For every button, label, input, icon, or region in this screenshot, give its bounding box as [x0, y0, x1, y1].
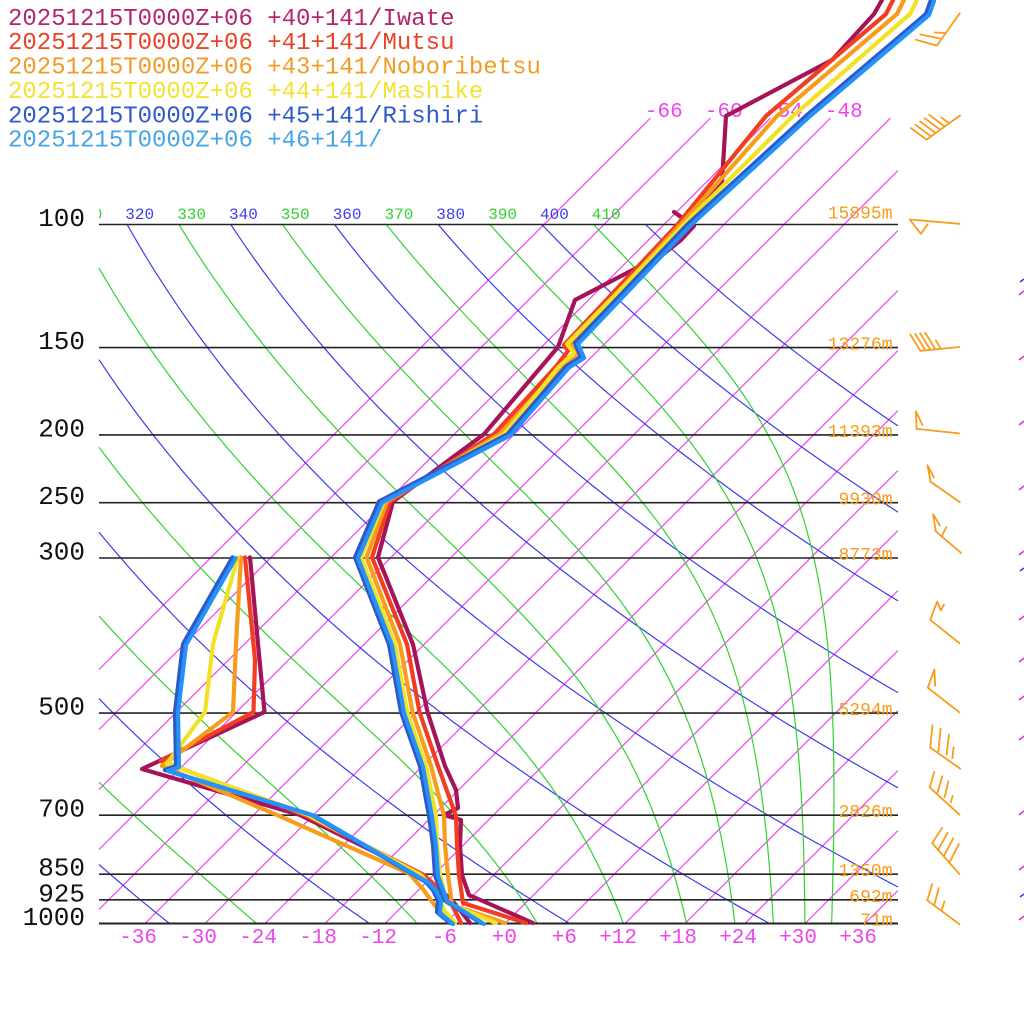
svg-text:700: 700 — [38, 795, 85, 825]
svg-text:+6: +6 — [552, 927, 577, 950]
svg-text:+30: +30 — [779, 927, 817, 950]
svg-text:1000: 1000 — [23, 903, 85, 933]
svg-text:400: 400 — [540, 206, 569, 224]
svg-text:340: 340 — [229, 206, 258, 224]
svg-text:2826m: 2826m — [838, 803, 892, 823]
svg-text:+18: +18 — [659, 927, 697, 950]
svg-text:20251215T0000Z+06 +43+141/Nobo: 20251215T0000Z+06 +43+141/Noboribetsu — [8, 55, 541, 82]
svg-text:150: 150 — [38, 327, 85, 357]
svg-text:-18: -18 — [299, 927, 337, 950]
svg-text:-36: -36 — [119, 927, 157, 950]
svg-text:-12: -12 — [359, 927, 397, 950]
svg-text:8773m: 8773m — [838, 546, 892, 566]
svg-text:300: 300 — [38, 538, 85, 568]
svg-text:250: 250 — [38, 482, 85, 512]
svg-text:20251215T0000Z+06 +46+141/: 20251215T0000Z+06 +46+141/ — [8, 128, 382, 155]
svg-text:370: 370 — [384, 206, 413, 224]
svg-text:350: 350 — [281, 206, 310, 224]
svg-text:100: 100 — [38, 204, 85, 234]
svg-text:-66: -66 — [645, 101, 683, 124]
svg-text:20251215T0000Z+06 +45+141/Rish: 20251215T0000Z+06 +45+141/Rishiri — [8, 103, 483, 130]
svg-text:-24: -24 — [239, 927, 277, 950]
svg-text:+12: +12 — [599, 927, 637, 950]
svg-text:410: 410 — [592, 206, 621, 224]
svg-text:71m: 71m — [860, 912, 892, 932]
svg-text:360: 360 — [333, 206, 362, 224]
svg-text:320: 320 — [125, 206, 154, 224]
svg-text:9930m: 9930m — [838, 491, 892, 511]
svg-text:-60: -60 — [705, 101, 743, 124]
svg-text:-6: -6 — [432, 927, 457, 950]
svg-text:500: 500 — [38, 693, 85, 723]
svg-text:1350m: 1350m — [838, 862, 892, 882]
svg-text:310: 310 — [73, 206, 102, 224]
svg-text:13276m: 13276m — [828, 336, 893, 356]
svg-text:+36: +36 — [839, 927, 877, 950]
svg-text:20251215T0000Z+06 +41+141/Muts: 20251215T0000Z+06 +41+141/Mutsu — [8, 30, 454, 57]
svg-text:+24: +24 — [719, 927, 757, 950]
svg-text:850: 850 — [38, 854, 85, 884]
svg-text:390: 390 — [488, 206, 517, 224]
svg-text:+0: +0 — [492, 927, 517, 950]
svg-text:11393m: 11393m — [828, 423, 893, 443]
svg-text:380: 380 — [436, 206, 465, 224]
svg-text:5294m: 5294m — [838, 701, 892, 721]
svg-text:20251215T0000Z+06 +44+141/Mash: 20251215T0000Z+06 +44+141/Mashike — [8, 79, 483, 106]
svg-text:330: 330 — [177, 206, 206, 224]
svg-text:-48: -48 — [825, 101, 863, 124]
svg-text:15895m: 15895m — [828, 205, 893, 225]
svg-text:-30: -30 — [179, 927, 217, 950]
svg-text:692m: 692m — [849, 888, 892, 908]
svg-text:925: 925 — [38, 879, 85, 909]
svg-text:200: 200 — [38, 414, 85, 444]
svg-text:20251215T0000Z+06 +40+141/Iwat: 20251215T0000Z+06 +40+141/Iwate — [8, 6, 454, 33]
